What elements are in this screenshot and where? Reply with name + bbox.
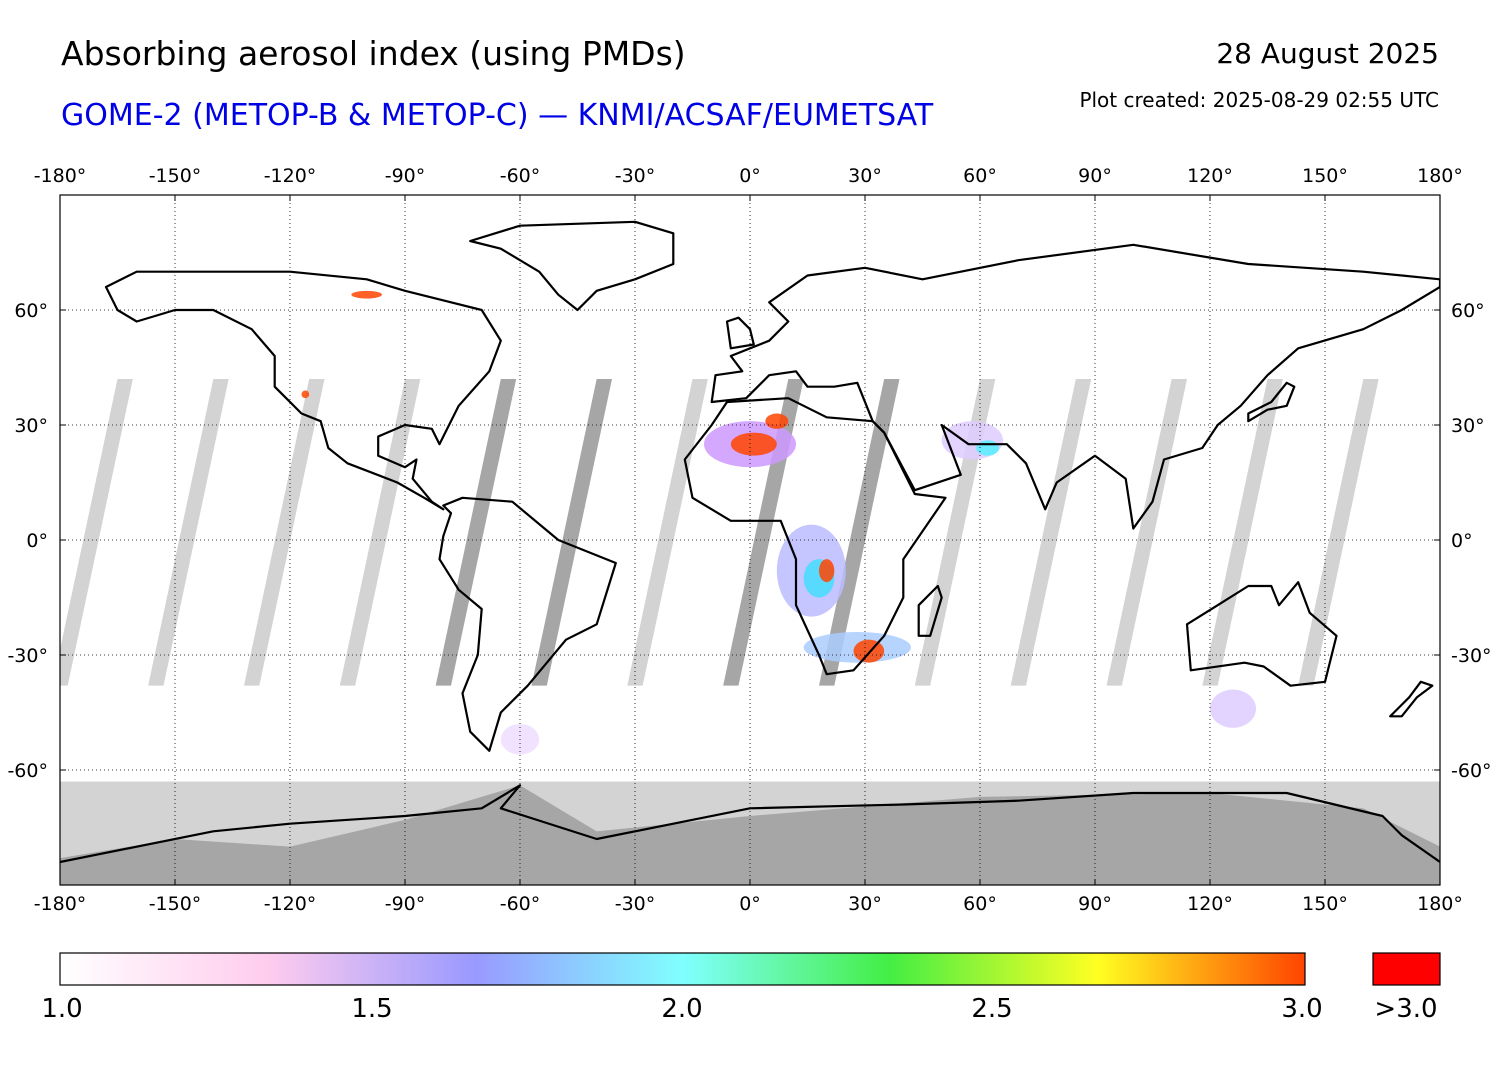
latitude-tick-label: 0° [1451,530,1473,552]
latitude-labels-right: 60° 30° 0° -30° -60° [1451,300,1492,782]
longitude-labels-top: -180° -150° -120° -90° -60° -30° 0° 30° 60° 90° 12… [34,165,1463,187]
longitude-tick-label: 90° [1078,893,1112,915]
longitude-tick-label: 0° [739,893,761,915]
colorbar-label: 2.0 [661,994,703,1024]
aerosol-plume [730,432,777,456]
longitude-tick-label: -60° [500,165,541,187]
colorbar-label: 2.5 [971,994,1013,1024]
no-data-swath [531,379,612,686]
longitude-tick-label: 60° [963,165,997,187]
longitude-tick-label: 30° [848,893,882,915]
uk-coast [725,316,755,350]
latitude-tick-label: 60° [14,300,48,322]
longitude-tick-label: 0° [739,165,761,187]
map-date: 28 August 2025 [1216,37,1439,70]
aerosol-plume [301,390,310,399]
antarctica-coast [60,784,1440,864]
latitude-tick-label: -60° [1451,760,1492,782]
no-data-swath [435,379,517,686]
graticule [60,195,1440,885]
colorbar-overflow-label: >3.0 [1374,994,1438,1024]
longitude-tick-label: 120° [1187,165,1233,187]
latitude-tick-label: 0° [26,530,48,552]
map-subtitle: GOME-2 (METOP-B & METOP-C) — KNMI/ACSAF/… [61,98,934,133]
colorbar-label: 1.0 [41,994,83,1024]
no-data-swath [819,379,900,686]
longitude-tick-label: -30° [615,893,656,915]
africa-coast [683,397,947,676]
longitude-tick-label: -30° [615,165,656,187]
no-data-swath [339,379,421,686]
longitude-tick-label: 180° [1417,165,1463,187]
longitude-tick-label: -60° [500,893,541,915]
no-data-swath [244,379,325,686]
latitude-tick-label: -60° [7,760,48,782]
longitude-tick-label: -90° [385,165,426,187]
japan-coast [1247,381,1296,423]
aerosol-plume [819,559,835,583]
north-america-coast [104,270,502,511]
colorbar [59,952,1306,986]
south-america-coast [438,496,617,752]
longitude-tick-label: 180° [1417,893,1463,915]
new-zealand-coast [1389,680,1434,718]
australia-coast [1185,581,1338,687]
longitude-tick-label: -120° [264,165,317,187]
latitude-labels-left: 60° 30° 0° -30° -60° [7,300,48,782]
longitude-tick-label: -150° [149,893,202,915]
longitude-tick-label: 120° [1187,893,1233,915]
longitude-tick-label: -90° [385,893,426,915]
axis-ticks [59,195,1441,885]
colorbar-overflow-box [1372,952,1441,986]
longitude-labels-bottom: -180° -150° -120° -90° -60° -30° 0° 30° 60° 90° 12… [34,893,1463,915]
no-data-swath [60,379,133,686]
colorbar-label: 3.0 [1281,994,1323,1024]
latitude-tick-label: 60° [1451,300,1485,322]
latitude-tick-label: 30° [1451,415,1485,437]
longitude-tick-label: 60° [963,893,997,915]
madagascar-coast [917,584,943,637]
no-data-swath [1202,379,1283,686]
longitude-tick-label: 150° [1302,893,1348,915]
greenland-coast [469,220,675,312]
longitude-tick-label: 90° [1078,165,1112,187]
longitude-tick-label: 30° [848,165,882,187]
aerosol-plume [853,639,885,663]
aerosol-plume [1210,689,1256,728]
plot-created-timestamp: Plot created: 2025-08-29 02:55 UTC [1079,88,1439,112]
longitude-tick-label: -180° [34,165,87,187]
aerosol-plume [351,290,382,299]
map-title: Absorbing aerosol index (using PMDs) [61,34,686,73]
polar-night-region [60,781,1440,885]
no-data-swath [1106,379,1187,686]
longitude-tick-label: 150° [1302,165,1348,187]
longitude-tick-label: -180° [34,893,87,915]
aerosol-plume [765,413,789,429]
latitude-tick-label: -30° [7,645,48,667]
latitude-tick-label: 30° [14,415,48,437]
latitude-tick-label: -30° [1451,645,1492,667]
no-data-swath [1010,379,1092,686]
colorbar-label: 1.5 [351,994,393,1024]
longitude-tick-label: -150° [149,165,202,187]
no-data-swath [1298,379,1379,686]
longitude-tick-label: -120° [264,893,317,915]
no-data-swath [148,379,229,686]
